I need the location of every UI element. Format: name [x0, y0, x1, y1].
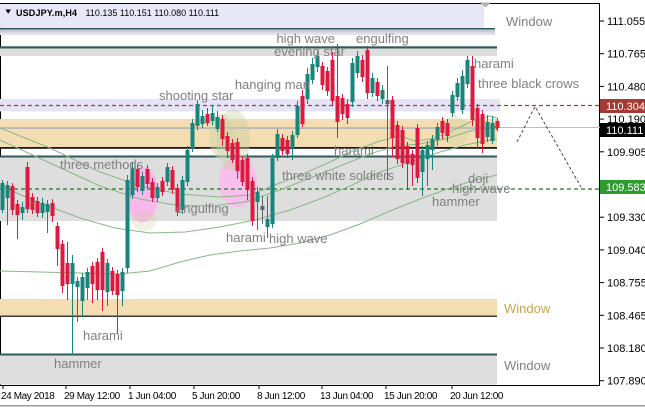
svg-text:13 Jun 04:00: 13 Jun 04:00: [320, 391, 374, 402]
svg-text:evening star: evening star: [274, 44, 345, 59]
svg-text:108.755: 108.755: [607, 278, 645, 290]
svg-text:engulfing: engulfing: [356, 31, 409, 46]
svg-text:shooting star: shooting star: [159, 88, 234, 103]
svg-text:108.180: 108.180: [607, 343, 645, 355]
svg-text:harami: harami: [474, 56, 514, 71]
svg-text:Window: Window: [504, 301, 551, 316]
svg-text:Window: Window: [504, 358, 551, 373]
svg-text:harami: harami: [226, 230, 266, 245]
svg-text:109.905: 109.905: [607, 147, 645, 159]
svg-text:1 Jun 04:00: 1 Jun 04:00: [128, 391, 177, 402]
svg-text:109.583: 109.583: [606, 182, 645, 194]
svg-text:5 Jun 20:00: 5 Jun 20:00: [192, 391, 241, 402]
svg-text:109.330: 109.330: [607, 212, 645, 224]
svg-text:hammer: hammer: [432, 194, 480, 209]
svg-text:15 Jun 20:00: 15 Jun 20:00: [384, 391, 438, 402]
svg-text:24 May 2018: 24 May 2018: [1, 391, 55, 402]
svg-text:107.890: 107.890: [607, 376, 645, 388]
svg-text:111.055: 111.055: [607, 16, 645, 28]
svg-text:harami: harami: [83, 328, 123, 343]
svg-text:110.135 110.151 110.080 110.11: 110.135 110.151 110.080 110.111: [86, 8, 220, 18]
svg-text:110.111: 110.111: [606, 125, 643, 137]
svg-text:110.304: 110.304: [606, 101, 645, 113]
svg-text:three black crows: three black crows: [478, 76, 580, 91]
svg-text:110.480: 110.480: [607, 81, 645, 93]
svg-text:Window: Window: [506, 14, 553, 29]
svg-text:20 Jun 12:00: 20 Jun 12:00: [450, 391, 504, 402]
svg-text:high wave: high wave: [452, 181, 511, 196]
svg-text:three methods: three methods: [60, 157, 144, 172]
svg-text:harami: harami: [334, 143, 374, 158]
svg-text:hammer: hammer: [54, 356, 102, 371]
svg-text:109.040: 109.040: [607, 245, 645, 257]
svg-text:110.765: 110.765: [607, 49, 645, 61]
svg-text:29 May 12:00: 29 May 12:00: [64, 391, 121, 402]
svg-text:high wave: high wave: [276, 31, 335, 46]
svg-text:hanging man: hanging man: [235, 77, 310, 92]
svg-text:doji: doji: [468, 171, 488, 186]
svg-text:three white soldiers: three white soldiers: [282, 168, 394, 183]
svg-text:engulfing: engulfing: [176, 201, 229, 216]
svg-text:108.465: 108.465: [607, 310, 645, 322]
svg-text:8 Jun 12:00: 8 Jun 12:00: [257, 391, 306, 402]
svg-text:high wave: high wave: [269, 231, 328, 246]
svg-text:USDJPY.m,H4: USDJPY.m,H4: [16, 8, 77, 18]
